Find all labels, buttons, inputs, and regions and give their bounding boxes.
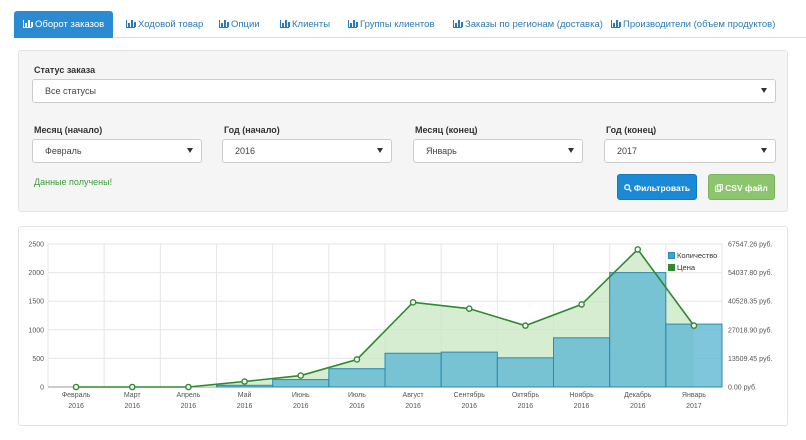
- bar-quantity: [440, 351, 498, 388]
- y-left-tick-label: 2000: [28, 270, 44, 277]
- year-end-label: Год (конец): [606, 125, 657, 135]
- caret-down-icon: [761, 148, 767, 153]
- month-end-label: Месяц (конец): [415, 125, 478, 135]
- y-left-tick-label: 0: [40, 385, 44, 392]
- y-right-tick-label: 13509.45 руб.: [728, 355, 773, 363]
- line-price: [76, 248, 695, 388]
- x-tick-label-month: Июль: [348, 392, 366, 399]
- report-tabs: Оборот заказов Ходовой товар Опции Клиен…: [14, 11, 806, 38]
- point-price: [241, 378, 248, 385]
- x-tick-label-month: Декабрь: [624, 391, 652, 399]
- copy-icon: [715, 184, 724, 192]
- bar-chart-icon: [219, 20, 229, 28]
- x-tick-label-year: 2016: [293, 403, 309, 410]
- x-tick-label-month: Январь: [682, 392, 706, 399]
- x-tick-label-year: 2016: [574, 403, 590, 410]
- point-price: [578, 301, 585, 308]
- month-start-select[interactable]: Февраль: [32, 139, 202, 163]
- bar-chart-icon: [453, 20, 463, 28]
- bar-quantity: [496, 357, 555, 388]
- x-tick-label-year: 2016: [237, 403, 253, 410]
- tab-orders-turnover[interactable]: Оборот заказов: [14, 11, 114, 38]
- bar-quantity: [665, 323, 723, 388]
- x-tick-label-year: 2016: [518, 403, 534, 410]
- tab-manufacturers[interactable]: Производители (объем продуктов): [611, 11, 775, 38]
- bar-quantity: [216, 384, 274, 388]
- bar-chart-icon: [280, 20, 290, 28]
- caret-down-icon: [761, 88, 767, 93]
- point-price: [522, 322, 529, 329]
- tab-customer-groups[interactable]: Группы клиентов: [348, 11, 435, 38]
- bar-quantity: [328, 368, 386, 388]
- x-tick-label-year: 2016: [349, 403, 365, 410]
- chart-legend: Количество Цена: [668, 250, 717, 274]
- point-price: [185, 383, 192, 391]
- point-price: [353, 356, 361, 363]
- y-right-tick-label: 54037.80 руб.: [728, 269, 773, 277]
- bar-quantity: [609, 272, 667, 388]
- point-price: [690, 322, 698, 329]
- point-price: [128, 383, 136, 391]
- caret-down-icon: [568, 148, 574, 153]
- month-end-select[interactable]: Январь: [413, 139, 583, 163]
- caret-down-icon: [377, 148, 383, 153]
- x-tick-label-month: Ноябрь: [569, 391, 594, 399]
- x-tick-label-year: 2016: [630, 403, 646, 410]
- y-left-tick-label: 1500: [28, 299, 44, 306]
- filter-panel: Статус заказа Все статусы Месяц (начало)…: [18, 50, 788, 212]
- legend-price: Цена: [668, 262, 717, 274]
- x-tick-label-month: Апрель: [177, 392, 201, 399]
- bar-chart-icon: [611, 20, 621, 28]
- y-right-tick-label: 40528.35 руб.: [728, 298, 773, 306]
- y-left-tick-label: 500: [32, 356, 44, 363]
- status-label: Статус заказа: [34, 65, 96, 75]
- year-start-select[interactable]: 2016: [222, 139, 392, 163]
- bar-quantity: [553, 337, 611, 388]
- x-tick-label-month: Май: [238, 391, 252, 399]
- x-tick-label-month: Август: [403, 392, 425, 399]
- legend-quantity: Количество: [668, 250, 717, 262]
- x-tick-label-month: Февраль: [62, 392, 91, 399]
- caret-down-icon: [187, 148, 193, 153]
- filter-button[interactable]: Фильтровать: [617, 174, 697, 200]
- y-right-tick-label: 67547.26 руб.: [728, 241, 773, 249]
- search-icon: [624, 184, 632, 192]
- tab-orders-by-region[interactable]: Заказы по регионам (доставка): [453, 11, 603, 38]
- point-price: [72, 383, 80, 391]
- x-tick-label-year: 2016: [181, 403, 197, 410]
- point-price: [634, 246, 642, 253]
- bar-quantity: [272, 379, 330, 388]
- year-start-label: Год (начало): [224, 125, 280, 135]
- y-right-tick-label: 0.00 руб.: [728, 384, 757, 392]
- bar-chart-icon: [348, 20, 358, 28]
- point-price: [409, 299, 417, 306]
- x-tick-label-month: Март: [124, 392, 142, 399]
- x-tick-label-month: Сентябрь: [454, 391, 486, 399]
- csv-button[interactable]: CSV файл: [708, 174, 775, 200]
- y-left-tick-label: 1000: [28, 327, 44, 334]
- bar-chart-icon: [126, 20, 136, 28]
- x-tick-label-year: 2016: [461, 403, 477, 410]
- x-tick-label-year: 2016: [68, 403, 84, 410]
- y-left-tick-label: 2500: [28, 242, 44, 249]
- month-start-label: Месяц (начало): [34, 125, 103, 135]
- tab-options[interactable]: Опции: [219, 11, 260, 38]
- tab-top-products[interactable]: Ходовой товар: [126, 11, 203, 38]
- tab-customers[interactable]: Клиенты: [280, 11, 330, 38]
- x-tick-label-year: 2016: [124, 403, 140, 410]
- point-price: [297, 372, 305, 379]
- price-area: [76, 249, 694, 387]
- x-tick-label-year: 2016: [405, 403, 421, 410]
- bar-chart-icon: [23, 20, 33, 28]
- status-select[interactable]: Все статусы: [32, 79, 776, 103]
- status-message: Данные получены!: [34, 177, 113, 187]
- bar-quantity: [384, 352, 442, 388]
- x-tick-label-year: 2017: [686, 403, 702, 410]
- x-tick-label-month: Июнь: [292, 392, 310, 399]
- x-tick-label-month: Октябрь: [512, 391, 539, 399]
- year-end-select[interactable]: 2017: [604, 139, 776, 163]
- y-right-tick-label: 27018.90 руб.: [728, 326, 773, 334]
- point-price: [465, 305, 473, 312]
